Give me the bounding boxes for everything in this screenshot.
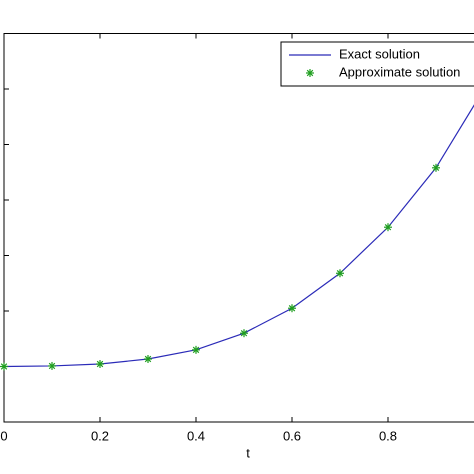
series-line (3, 104, 474, 368)
marker-stroke (384, 223, 392, 231)
legend-label: Exact solution (339, 46, 420, 61)
x-tick-label: 0.6 (283, 428, 301, 443)
marker-stroke (336, 270, 344, 277)
series-marker (240, 329, 248, 338)
series-marker (144, 355, 152, 364)
legend-label: Approximate solution (339, 64, 460, 79)
series-marker (0, 362, 8, 371)
x-tick-label: 0 (0, 428, 7, 443)
x-tick-label: 0.2 (91, 428, 109, 443)
marker-stroke (432, 164, 440, 172)
x-axis-label: t (246, 445, 250, 460)
legend-marker (306, 69, 314, 77)
series-marker (96, 360, 104, 369)
series-marker (336, 269, 344, 278)
marker-stroke (288, 305, 296, 312)
marker-stroke (144, 355, 152, 363)
x-tick-label: 0.4 (187, 428, 205, 443)
series-marker (192, 345, 200, 354)
marker-stroke (240, 329, 248, 337)
x-tick-label: 0.8 (379, 428, 397, 443)
series-marker (288, 304, 296, 313)
marker-stroke (306, 69, 314, 77)
marker-stroke (96, 360, 104, 368)
series-marker (432, 163, 440, 172)
plot-frame (3, 33, 474, 423)
legend-box (280, 41, 474, 87)
marker-stroke (48, 362, 56, 370)
series-marker (384, 223, 392, 232)
series-marker (48, 361, 56, 370)
marker-stroke (0, 363, 8, 370)
marker-stroke (192, 346, 200, 354)
